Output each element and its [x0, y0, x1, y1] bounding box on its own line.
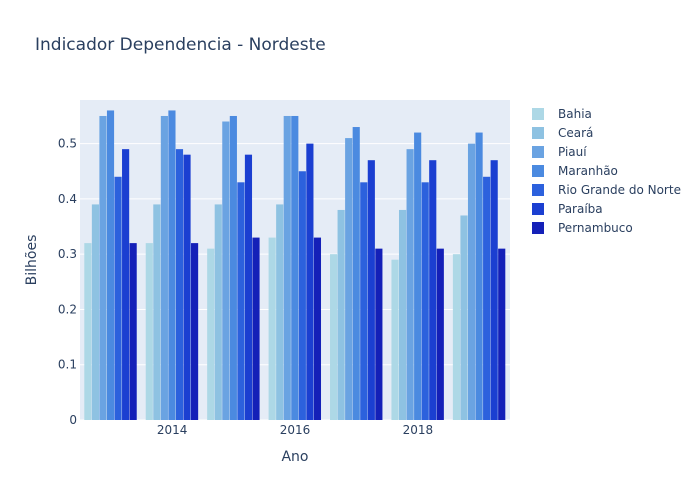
bar[interactable]	[283, 115, 291, 420]
legend-label: Bahia	[558, 107, 592, 121]
y-tick-label: 0.2	[58, 302, 77, 316]
legend-label: Rio Grande do Norte	[558, 183, 681, 197]
bar[interactable]	[183, 154, 191, 421]
bars	[84, 110, 506, 421]
legend-label: Piauí	[558, 145, 587, 159]
x-tick-label: 2016	[280, 423, 311, 437]
legend-item[interactable]: Pernambuco	[532, 221, 633, 235]
bar[interactable]	[244, 154, 253, 421]
bar[interactable]	[160, 115, 168, 420]
bar[interactable]	[483, 176, 491, 420]
bar[interactable]	[498, 248, 506, 420]
bar[interactable]	[352, 127, 360, 420]
bar[interactable]	[276, 204, 284, 420]
legend-item[interactable]: Maranhão	[532, 164, 618, 178]
bar[interactable]	[229, 115, 237, 420]
legend-swatch	[532, 222, 544, 234]
legend-swatch	[532, 108, 544, 120]
bar[interactable]	[367, 160, 375, 420]
bar[interactable]	[168, 110, 176, 421]
bar[interactable]	[406, 149, 414, 420]
bar[interactable]	[99, 115, 107, 420]
bar[interactable]	[429, 160, 437, 420]
x-axis-ticks: 2014 2016 2018	[157, 423, 433, 437]
y-tick-label: 0.1	[58, 358, 77, 372]
bar[interactable]	[268, 237, 276, 420]
legend-swatch	[532, 146, 544, 158]
bar[interactable]	[421, 182, 429, 420]
legend-swatch	[532, 165, 544, 177]
bar[interactable]	[207, 248, 215, 420]
y-tick-label: 0.3	[58, 247, 77, 261]
y-axis-ticks: 0 0.1 0.2 0.3 0.4 0.5	[58, 137, 77, 427]
bar[interactable]	[330, 254, 338, 420]
bar[interactable]	[414, 132, 422, 421]
legend-label: Ceará	[558, 126, 593, 140]
bar[interactable]	[313, 237, 322, 420]
bar[interactable]	[490, 160, 498, 420]
bar[interactable]	[191, 243, 199, 420]
bar[interactable]	[398, 209, 407, 420]
bar[interactable]	[452, 254, 461, 420]
bar[interactable]	[298, 171, 306, 420]
legend-item[interactable]: Piauí	[532, 145, 587, 159]
y-tick-label: 0	[69, 413, 77, 427]
bar[interactable]	[360, 182, 368, 420]
legend-label: Paraíba	[558, 202, 603, 216]
legend[interactable]: Bahia Ceará Piauí Maranhão Rio Grande do Nor…	[532, 107, 681, 235]
bar[interactable]	[129, 243, 137, 420]
y-tick-label: 0.5	[58, 137, 77, 151]
bar[interactable]	[375, 248, 383, 420]
y-tick-label: 0.4	[58, 192, 77, 206]
bar[interactable]	[114, 176, 122, 420]
chart-title: Indicador Dependencia - Nordeste	[35, 35, 326, 55]
bar[interactable]	[306, 143, 314, 420]
bar[interactable]	[222, 121, 230, 420]
x-axis-title: Ano	[281, 449, 308, 465]
bar[interactable]	[91, 204, 99, 420]
x-tick-label: 2014	[157, 423, 188, 437]
legend-item[interactable]: Paraíba	[532, 202, 603, 216]
x-tick-label: 2018	[403, 423, 434, 437]
bar[interactable]	[84, 243, 92, 420]
bar[interactable]	[391, 259, 399, 420]
bar[interactable]	[436, 248, 444, 420]
legend-item[interactable]: Bahia	[532, 107, 592, 121]
legend-swatch	[532, 127, 544, 139]
legend-label: Maranhão	[558, 164, 618, 178]
bar[interactable]	[291, 115, 299, 420]
bar[interactable]	[475, 132, 483, 421]
bar[interactable]	[337, 209, 345, 420]
bar[interactable]	[122, 149, 130, 420]
bar[interactable]	[252, 237, 260, 420]
y-axis-title: Bilhões	[24, 235, 40, 286]
bar[interactable]	[175, 149, 184, 420]
bar[interactable]	[153, 204, 161, 420]
legend-label: Pernambuco	[558, 221, 633, 235]
bar[interactable]	[467, 143, 476, 420]
legend-item[interactable]: Rio Grande do Norte	[532, 183, 681, 197]
legend-swatch	[532, 203, 544, 215]
legend-swatch	[532, 184, 544, 196]
bar[interactable]	[214, 204, 222, 420]
legend-item[interactable]: Ceará	[532, 126, 593, 140]
bar[interactable]	[237, 182, 245, 420]
bar[interactable]	[145, 243, 153, 420]
bar[interactable]	[345, 138, 353, 420]
bar[interactable]	[106, 110, 115, 421]
bar[interactable]	[460, 215, 468, 420]
